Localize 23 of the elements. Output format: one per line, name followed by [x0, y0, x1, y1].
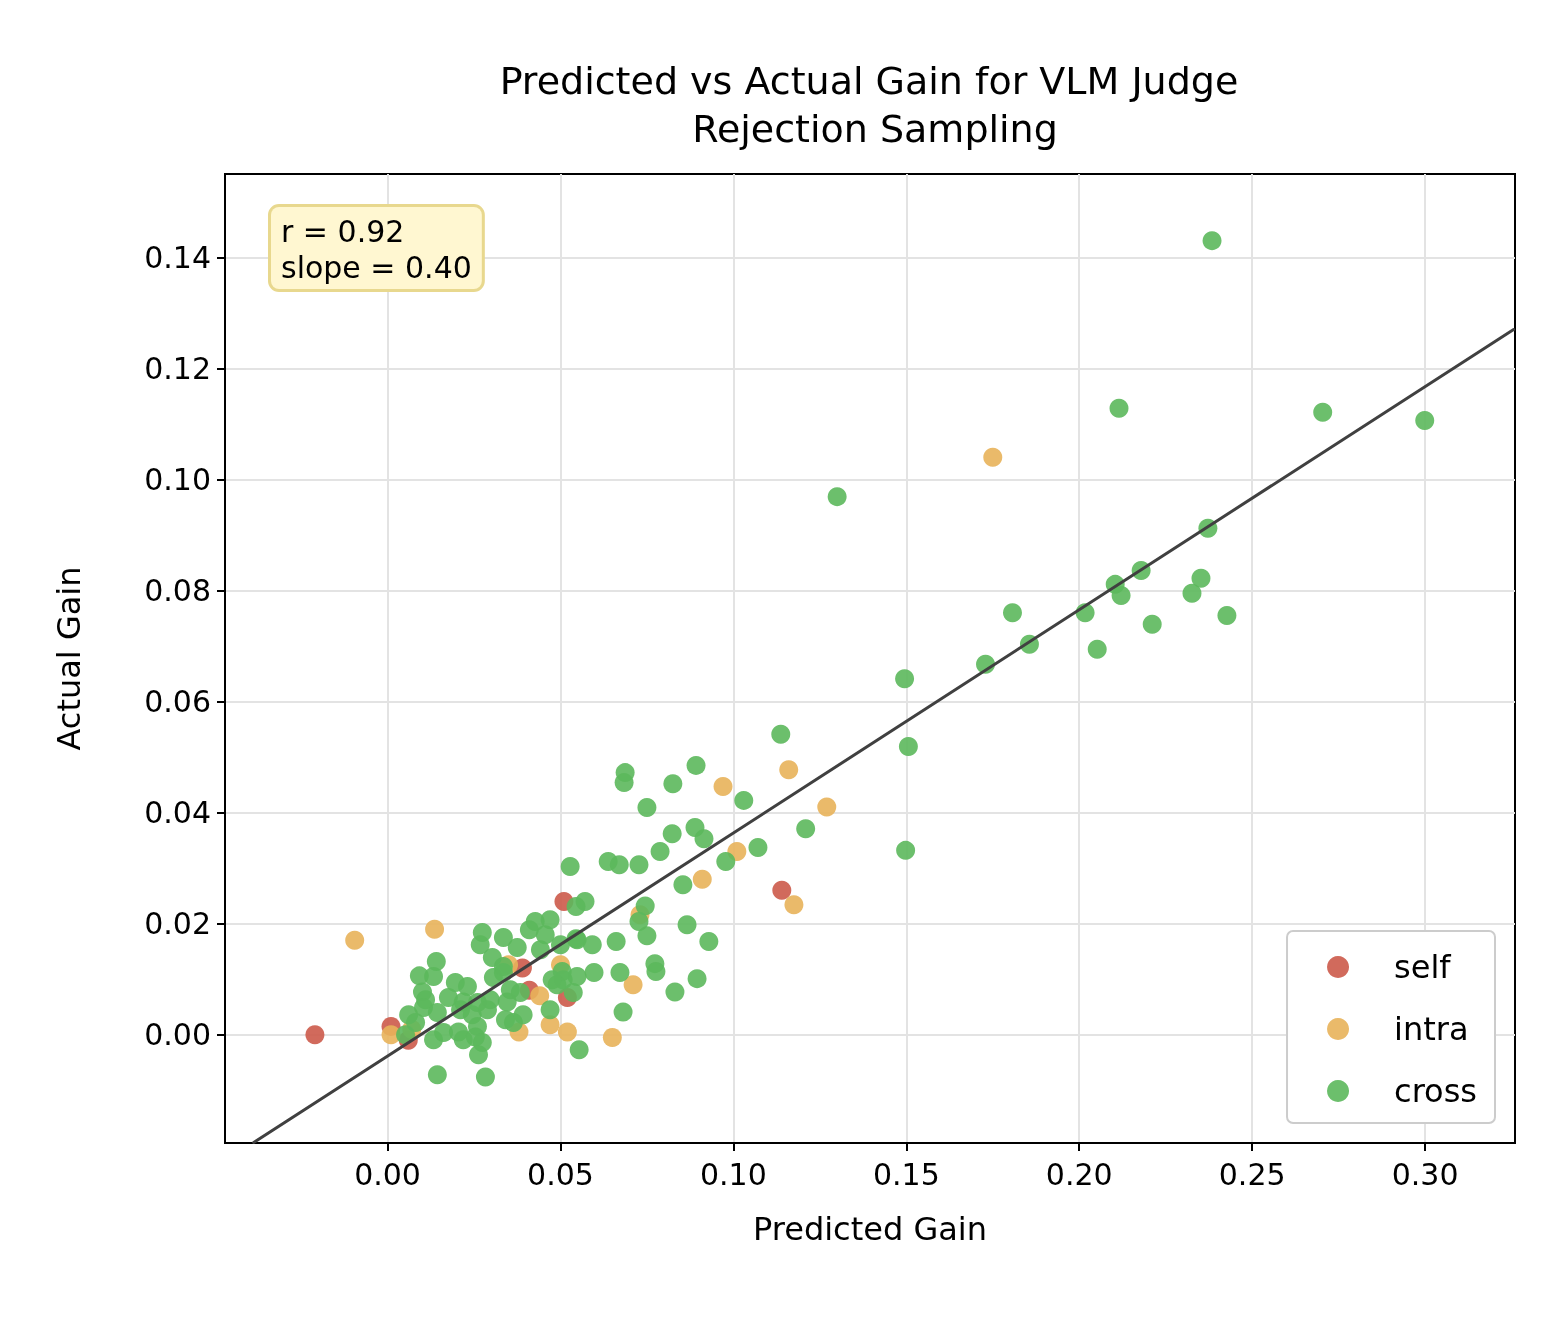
y-tick-label: 0.04 — [144, 795, 211, 831]
y-tick-label: 0.12 — [144, 350, 211, 386]
x-tick-label: 0.10 — [699, 1156, 767, 1192]
annotation: r = 0.92 — [281, 213, 405, 249]
annotation: slope = 0.40 — [281, 249, 472, 285]
y-tick-label: 0.14 — [144, 239, 211, 275]
x-tick-label: 0.00 — [354, 1156, 421, 1192]
y-axis-title: Actual Gain — [50, 566, 88, 751]
x-tick-label: 0.25 — [1218, 1156, 1286, 1192]
legend-label: cross — [1394, 1072, 1477, 1110]
y-tick-label: 0.08 — [144, 572, 211, 608]
y-tick-label: 0.00 — [144, 1017, 211, 1053]
legend-label: intra — [1394, 1010, 1469, 1048]
x-tick-label: 0.05 — [527, 1156, 594, 1192]
x-tick-label: 0.15 — [872, 1156, 940, 1192]
y-tick-label: 0.06 — [144, 684, 211, 720]
y-tick-label: 0.02 — [144, 906, 211, 942]
x-tick-label: 0.30 — [1391, 1156, 1459, 1192]
x-tick-label: 0.20 — [1045, 1156, 1113, 1192]
x-axis-title: Predicted Gain — [753, 1210, 987, 1248]
y-tick-label: 0.10 — [144, 461, 211, 497]
chart-title: Predicted vs Actual Gain for VLM Judge Rejection Sampling — [499, 59, 1251, 151]
legend-label: self — [1394, 948, 1452, 986]
